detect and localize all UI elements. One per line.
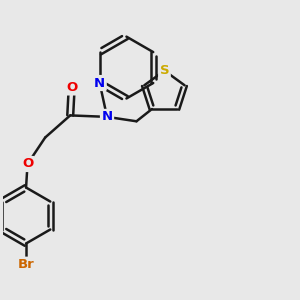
Text: O: O xyxy=(22,158,33,170)
Text: S: S xyxy=(160,64,169,77)
Text: Br: Br xyxy=(18,258,34,271)
Text: N: N xyxy=(101,110,112,123)
Text: O: O xyxy=(66,81,77,94)
Text: N: N xyxy=(94,76,105,89)
